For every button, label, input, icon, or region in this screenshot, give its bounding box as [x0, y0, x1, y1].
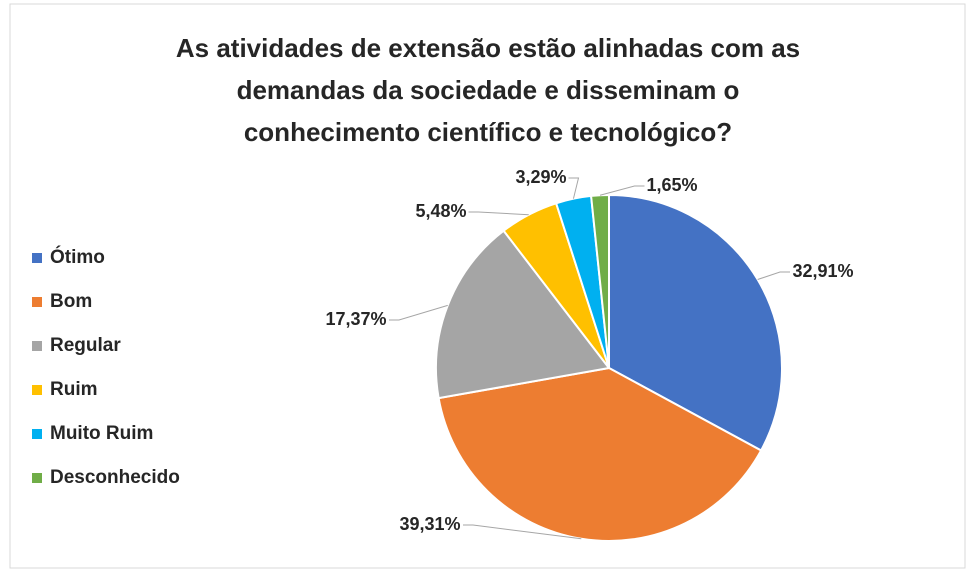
chart-title: conhecimento científico e tecnológico?	[244, 117, 732, 147]
leader-line	[568, 177, 580, 199]
legend-swatch	[32, 297, 42, 307]
leader-line	[463, 524, 582, 540]
legend-label: Ótimo	[50, 246, 105, 268]
data-label: 1,65%	[646, 175, 697, 195]
pie-slice	[608, 193, 783, 452]
data-label: 39,31%	[399, 514, 460, 534]
legend-swatch	[32, 341, 42, 351]
leader-line	[389, 304, 448, 321]
data-label: 17,37%	[325, 309, 386, 329]
legend-label: Ruim	[50, 379, 98, 400]
pie-slice	[437, 366, 763, 542]
legend-label: Muito Ruim	[50, 423, 153, 444]
chart-title: demandas da sociedade e disseminam o	[237, 75, 740, 105]
legend-swatch	[32, 429, 42, 439]
data-label: 3,29%	[515, 167, 566, 187]
legend-swatch	[32, 253, 42, 263]
chart-title: As atividades de extensão estão alinhada…	[176, 33, 800, 63]
legend-label: Desconhecido	[50, 467, 180, 488]
leader-line	[757, 271, 790, 280]
legend-swatch	[32, 385, 42, 395]
pie-slice	[435, 229, 611, 400]
legend-label: Regular	[50, 335, 121, 356]
legend-label: Bom	[50, 291, 92, 312]
data-label: 32,91%	[792, 261, 853, 281]
data-label: 5,48%	[415, 201, 466, 221]
legend-swatch	[32, 473, 42, 483]
leader-line	[599, 185, 645, 196]
leader-line	[468, 211, 529, 216]
